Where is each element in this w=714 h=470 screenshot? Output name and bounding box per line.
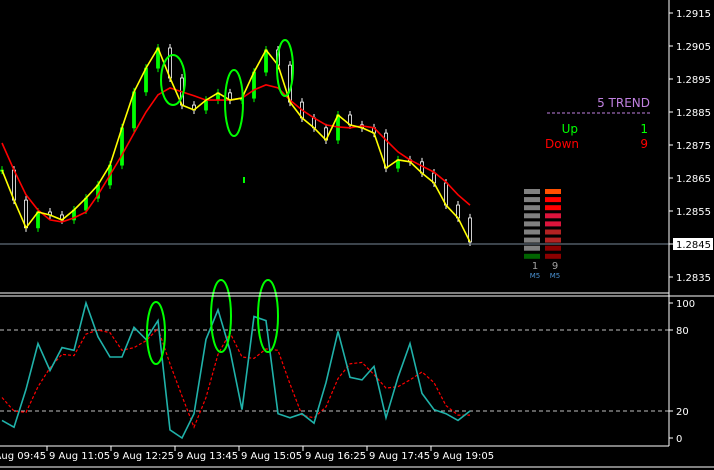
down-trend-bar xyxy=(545,189,561,194)
down-value: 9 xyxy=(640,137,648,151)
stoch-tick-label: 0 xyxy=(676,434,682,445)
time-tick-label: 9 Aug 09:45 xyxy=(0,451,46,462)
price-panel[interactable] xyxy=(0,39,669,247)
time-tick-label: 9 Aug 13:45 xyxy=(177,451,238,462)
up-count: 1 xyxy=(532,261,538,272)
up-trend-bar xyxy=(524,245,540,251)
down-trend-bar xyxy=(545,245,561,251)
price-tick-label: 1.2835 xyxy=(676,273,711,284)
up-trend-bar xyxy=(524,229,540,235)
fast-ma-line xyxy=(1,46,471,243)
price-tick-label: 1.2885 xyxy=(676,108,711,119)
slow-ma-line xyxy=(1,84,471,223)
highlight-ellipse xyxy=(257,279,279,353)
stoch-tick-label: 80 xyxy=(676,326,689,337)
down-trend-bar xyxy=(545,221,561,227)
price-tick-label: 1.2875 xyxy=(676,141,711,152)
down-trend-bar xyxy=(545,197,561,203)
down-trend-bar xyxy=(545,229,561,235)
price-tick-label: 1.2895 xyxy=(676,75,711,86)
time-tick-label: 9 Aug 12:25 xyxy=(113,451,174,462)
price-tick-label: 1.2855 xyxy=(676,207,711,218)
stochastic-panel[interactable] xyxy=(0,279,669,440)
trend-title: 5 TREND xyxy=(597,96,650,110)
time-tick-label: 9 Aug 19:05 xyxy=(433,451,494,462)
up-trend-bar xyxy=(524,253,540,259)
up-trend-bar xyxy=(524,237,540,243)
up-label: Up xyxy=(562,122,578,136)
highlight-ellipse xyxy=(224,69,244,137)
time-tick-label: 9 Aug 15:05 xyxy=(241,451,302,462)
signal-marker xyxy=(243,177,245,183)
up-trend-bar xyxy=(524,221,540,227)
down-count: 9 xyxy=(552,261,558,272)
current-price-label: 1.2845 xyxy=(676,240,711,251)
stoch-tick-label: 20 xyxy=(676,407,689,418)
price-tick-label: 1.2915 xyxy=(676,9,711,20)
up-timeframe: M5 xyxy=(530,272,541,280)
down-trend-bar xyxy=(545,237,561,243)
down-timeframe: M5 xyxy=(550,272,561,280)
down-trend-bar xyxy=(545,213,561,219)
down-label: Down xyxy=(545,137,579,151)
down-trend-bar xyxy=(545,205,561,211)
highlight-ellipse xyxy=(210,279,232,353)
down-trend-bar xyxy=(545,253,561,259)
up-trend-bar xyxy=(524,213,540,219)
up-value: 1 xyxy=(640,122,648,136)
trend-panel: 5 TREND Up 1 Down 9 1 9 M5 M5 xyxy=(524,96,650,280)
price-tick-label: 1.2905 xyxy=(676,42,711,53)
stoch-main-line xyxy=(1,300,471,440)
time-tick-label: 9 Aug 17:45 xyxy=(369,451,430,462)
highlight-ellipse xyxy=(160,54,186,106)
stoch-tick-label: 100 xyxy=(676,299,695,310)
up-trend-bar xyxy=(524,197,540,203)
candle-body xyxy=(468,217,472,243)
time-tick-label: 9 Aug 16:25 xyxy=(305,451,366,462)
time-tick-label: 9 Aug 11:05 xyxy=(49,451,110,462)
stoch-signal-line xyxy=(1,327,470,429)
up-trend-bar xyxy=(524,205,540,211)
highlight-ellipse xyxy=(146,301,166,365)
up-trend-bar xyxy=(524,189,540,194)
highlight-ellipse xyxy=(276,39,294,97)
price-tick-label: 1.2865 xyxy=(676,174,711,185)
current-price-box xyxy=(673,238,713,250)
